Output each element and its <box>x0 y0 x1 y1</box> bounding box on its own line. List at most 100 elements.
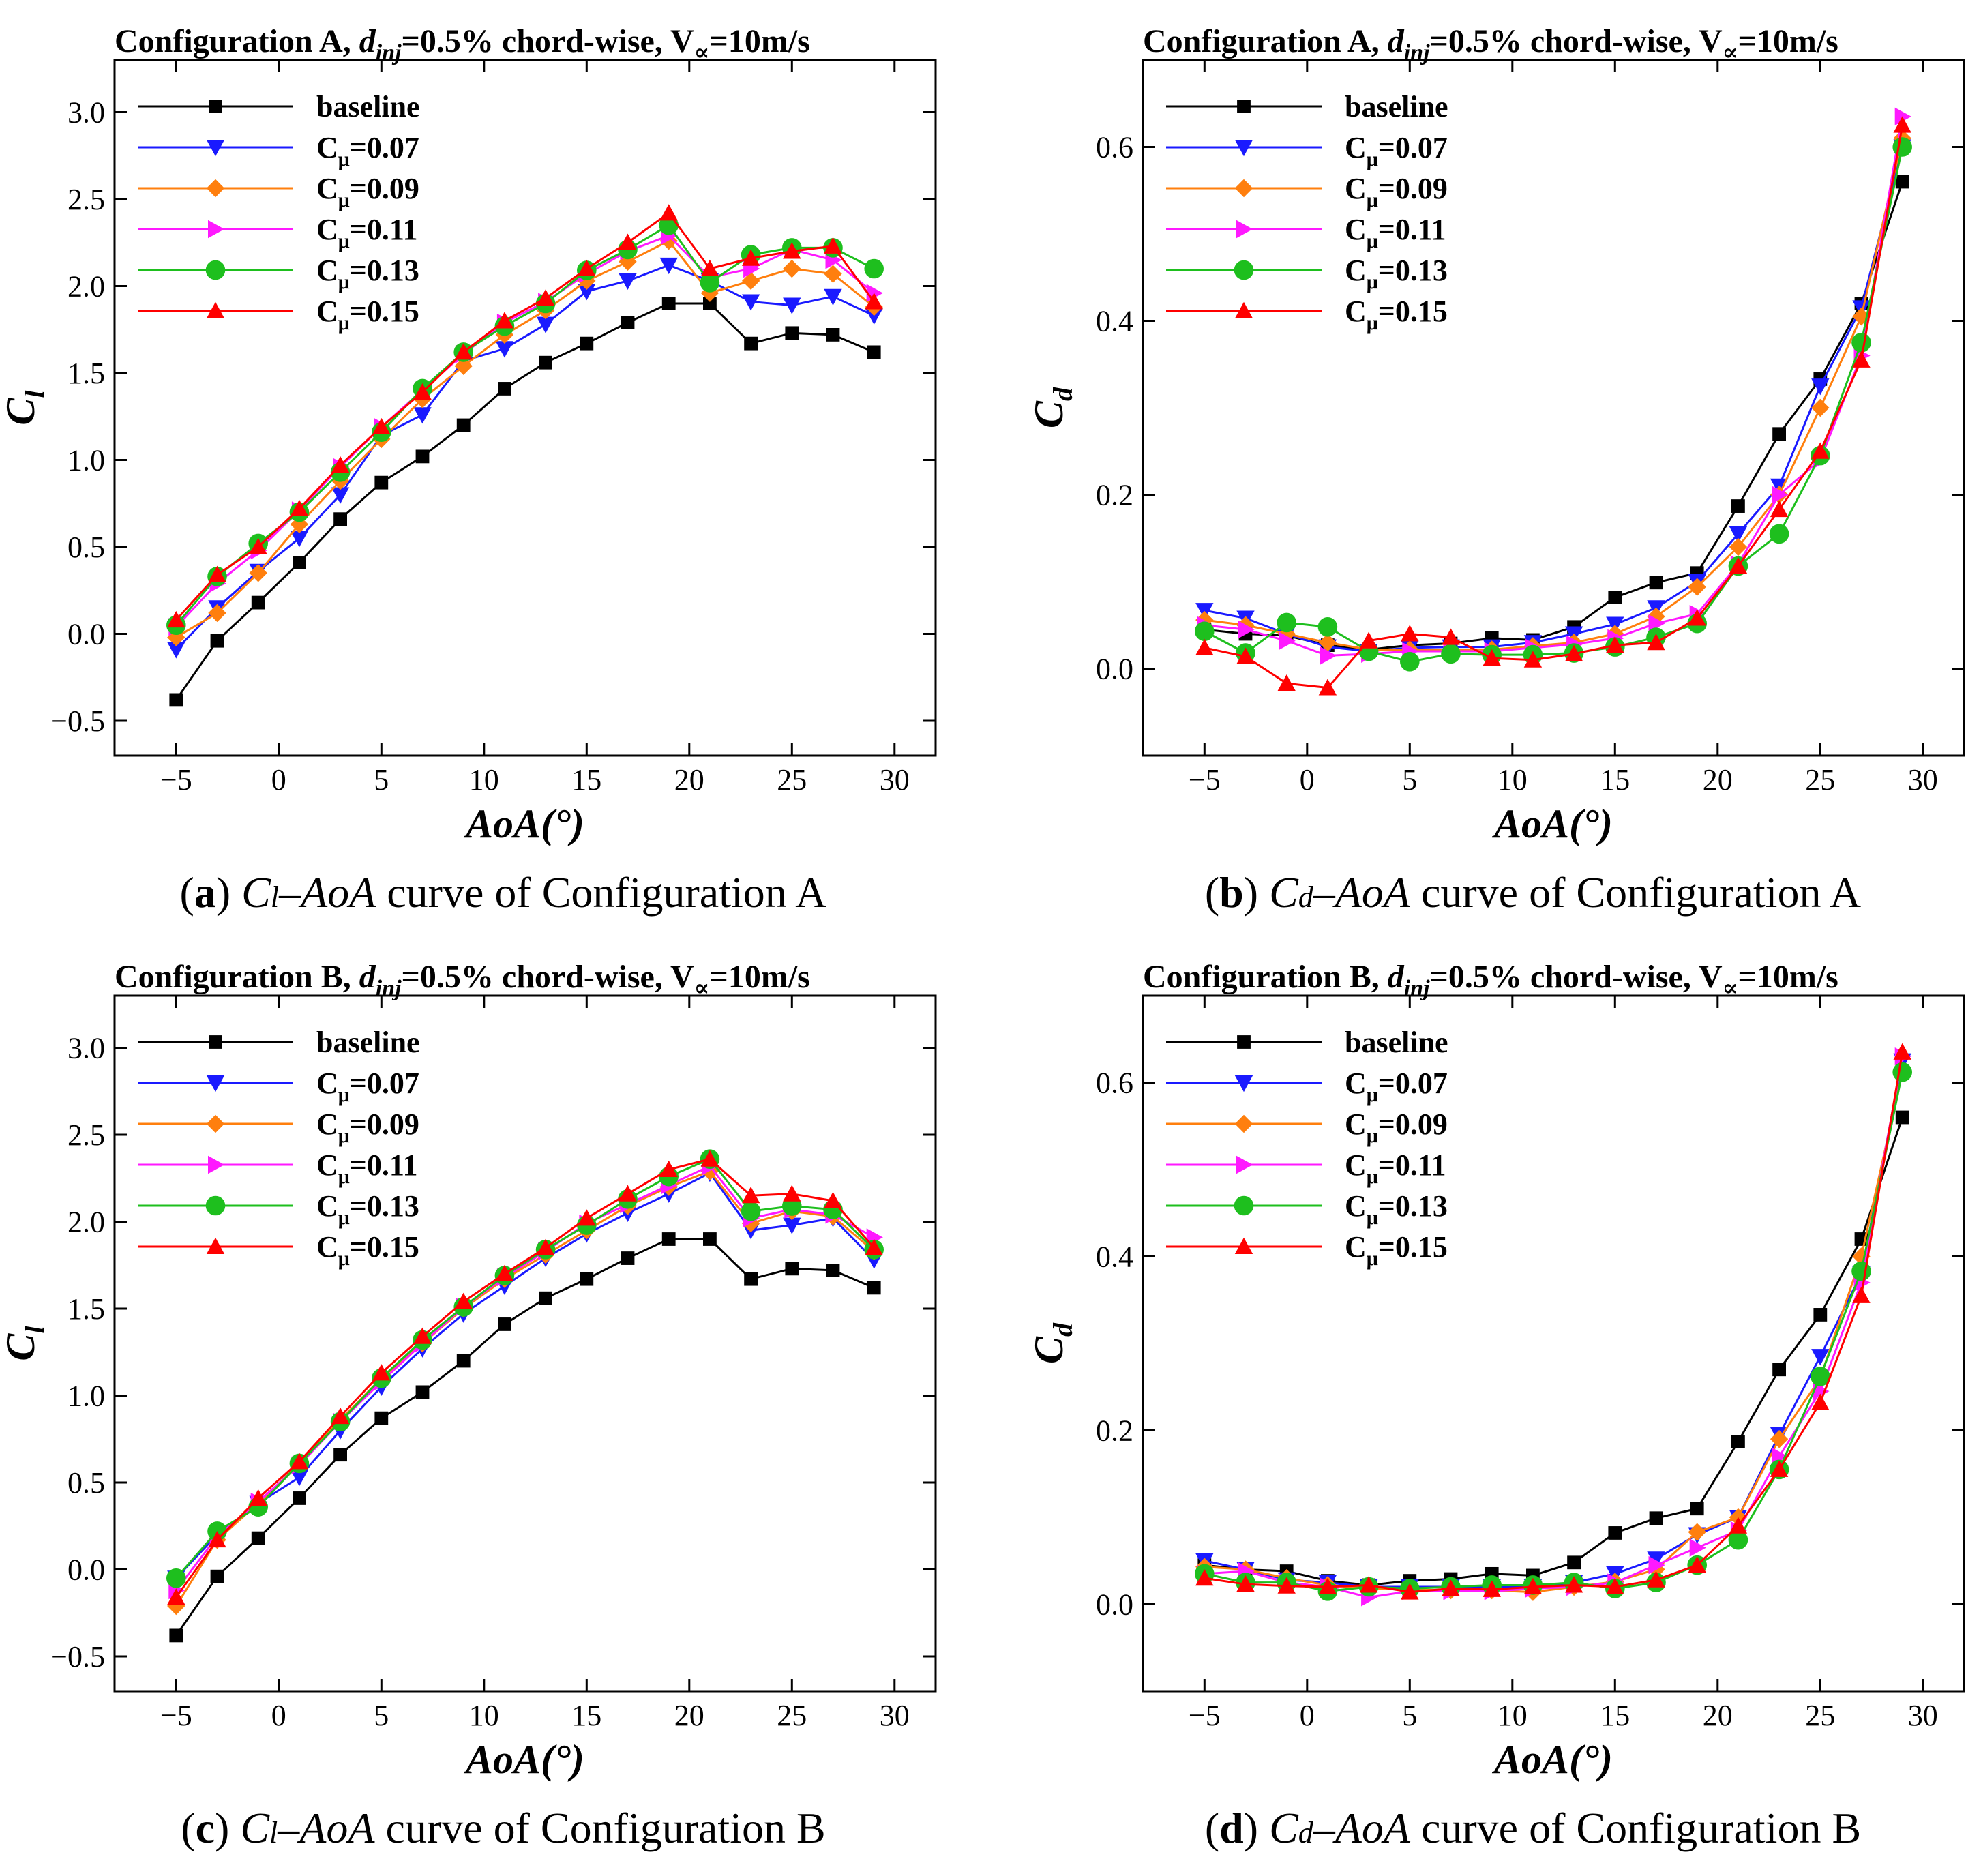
plot-area <box>1195 107 1912 696</box>
data-point-cmu007 <box>167 642 185 659</box>
data-point-baseline <box>415 449 430 464</box>
data-point-cmu007 <box>1811 1349 1830 1366</box>
legend-marker <box>1234 260 1254 280</box>
data-point-cmu009 <box>249 564 267 582</box>
y-axis-label-group: Cl <box>0 390 50 426</box>
legend-item-cmu007: Cμ=0.07 <box>1166 1067 1448 1106</box>
title-inj: inj <box>1404 40 1430 65</box>
data-point-cmu013 <box>1441 644 1461 664</box>
legend-item-cmu007: Cμ=0.07 <box>138 131 419 170</box>
legend-value: =0.15 <box>350 295 419 328</box>
data-point-cmu009 <box>659 232 678 250</box>
x-tick-label: 0 <box>1300 763 1315 796</box>
y-tick-label: 2.5 <box>68 183 105 216</box>
title-inf: ∝ <box>1723 40 1738 65</box>
series-cmu011 <box>168 226 883 636</box>
series-line-cmu007 <box>1204 147 1904 653</box>
legend-item-cmu007: Cμ=0.07 <box>138 1067 419 1106</box>
data-point-baseline <box>293 556 306 569</box>
legend: baselineCμ=0.07Cμ=0.09Cμ=0.11Cμ=0.13Cμ=0… <box>1166 1026 1448 1270</box>
legend-item-cmu009: Cμ=0.09 <box>138 1107 419 1147</box>
legend-label: Cμ=0.11 <box>1345 213 1446 252</box>
data-point-cmu015 <box>495 1264 514 1281</box>
legend-value: =0.11 <box>350 1148 418 1182</box>
legend-c: C <box>1345 1067 1367 1100</box>
legend-value: =0.15 <box>1378 1230 1448 1264</box>
data-point-cmu015 <box>1852 351 1871 368</box>
legend-marker <box>208 220 225 239</box>
title-inj: inj <box>1404 976 1430 1001</box>
data-point-cmu007 <box>413 407 432 424</box>
data-point-baseline <box>661 1232 676 1246</box>
title-text: =0.5% chord-wise, V <box>1430 959 1723 995</box>
y-tick-label: 0.2 <box>1096 1414 1133 1448</box>
data-point-baseline <box>333 1448 347 1462</box>
data-point-cmu015 <box>1770 500 1789 518</box>
data-point-baseline <box>210 634 224 648</box>
data-point-cmu015 <box>1811 442 1830 459</box>
series-line-baseline <box>1204 1117 1904 1586</box>
legend-c: C <box>1345 213 1367 246</box>
data-point-baseline <box>1567 1555 1581 1570</box>
data-point-cmu015 <box>700 1150 719 1167</box>
legend-mu: μ <box>338 230 350 252</box>
legend-marker <box>1236 220 1253 239</box>
series-cmu007 <box>1195 1053 1911 1596</box>
x-tick-label: 25 <box>777 1699 807 1732</box>
legend-label: baseline <box>316 1026 420 1059</box>
data-point-baseline <box>539 355 552 370</box>
y-tick-label: 3.0 <box>68 96 105 130</box>
y-tick-label: 0.0 <box>68 618 105 651</box>
legend-item-cmu015: Cμ=0.15 <box>1166 1230 1448 1270</box>
legend-item-cmu009: Cμ=0.09 <box>1166 1107 1448 1147</box>
data-point-baseline <box>621 1251 635 1265</box>
data-point-cmu015 <box>1811 1393 1830 1410</box>
data-point-cmu007 <box>331 487 350 504</box>
x-axis-label: AoA(°) <box>1491 1737 1613 1782</box>
legend-value: =0.13 <box>350 254 419 287</box>
data-point-baseline <box>169 1628 183 1643</box>
legend-item-cmu007: Cμ=0.07 <box>1166 131 1448 170</box>
legend-marker <box>1234 1195 1254 1216</box>
y-tick-label: 0.4 <box>1096 305 1133 338</box>
legend-value: =0.15 <box>350 1230 419 1264</box>
caption-letter: d <box>1219 1804 1244 1852</box>
x-tick-label: 0 <box>271 1699 286 1732</box>
x-tick-label: −5 <box>1189 763 1221 796</box>
legend-c: C <box>1345 1148 1367 1182</box>
data-point-baseline <box>539 1291 552 1305</box>
legend-value: =0.15 <box>1378 295 1448 328</box>
legend-item-baseline: baseline <box>138 90 420 123</box>
data-point-cmu011 <box>1894 107 1911 126</box>
y-axis-sub: l <box>19 390 50 398</box>
caption-subscript: l <box>271 880 279 914</box>
legend-item-cmu011: Cμ=0.11 <box>1166 213 1446 252</box>
legend: baselineCμ=0.07Cμ=0.09Cμ=0.11Cμ=0.13Cμ=0… <box>138 1026 420 1270</box>
y-axis-label: Cl <box>0 1326 50 1361</box>
series-cmu015 <box>167 204 883 628</box>
data-point-cmu015 <box>1401 1583 1419 1600</box>
legend-value: =0.09 <box>350 1107 419 1141</box>
caption-subscript: d <box>1298 880 1314 914</box>
caption-symbol: C <box>240 1804 270 1852</box>
data-point-cmu015 <box>865 293 883 310</box>
legend-marker <box>1234 179 1253 198</box>
data-point-cmu015 <box>413 383 432 400</box>
legend-label: baseline <box>1345 90 1448 123</box>
legend-item-cmu013: Cμ=0.13 <box>1166 254 1448 293</box>
caption-text: curve of Configuration B <box>1410 1804 1861 1852</box>
plot-area <box>166 1149 884 1643</box>
data-point-baseline <box>1772 427 1786 441</box>
data-point-cmu015 <box>536 289 555 306</box>
series-line-cmu011 <box>1204 116 1904 657</box>
data-point-cmu015 <box>1483 649 1501 666</box>
x-tick-label: 10 <box>469 763 499 796</box>
x-tick-label: −5 <box>1189 1699 1221 1732</box>
title-d: d <box>359 23 376 59</box>
y-tick-label: 1.5 <box>68 357 105 390</box>
series-line-cmu015 <box>1204 125 1904 689</box>
y-axis-label: Cd <box>1026 1322 1078 1364</box>
title-text: Configuration A, <box>115 23 359 59</box>
data-point-cmu015 <box>1688 1555 1706 1573</box>
y-tick-label: 1.5 <box>68 1292 105 1326</box>
